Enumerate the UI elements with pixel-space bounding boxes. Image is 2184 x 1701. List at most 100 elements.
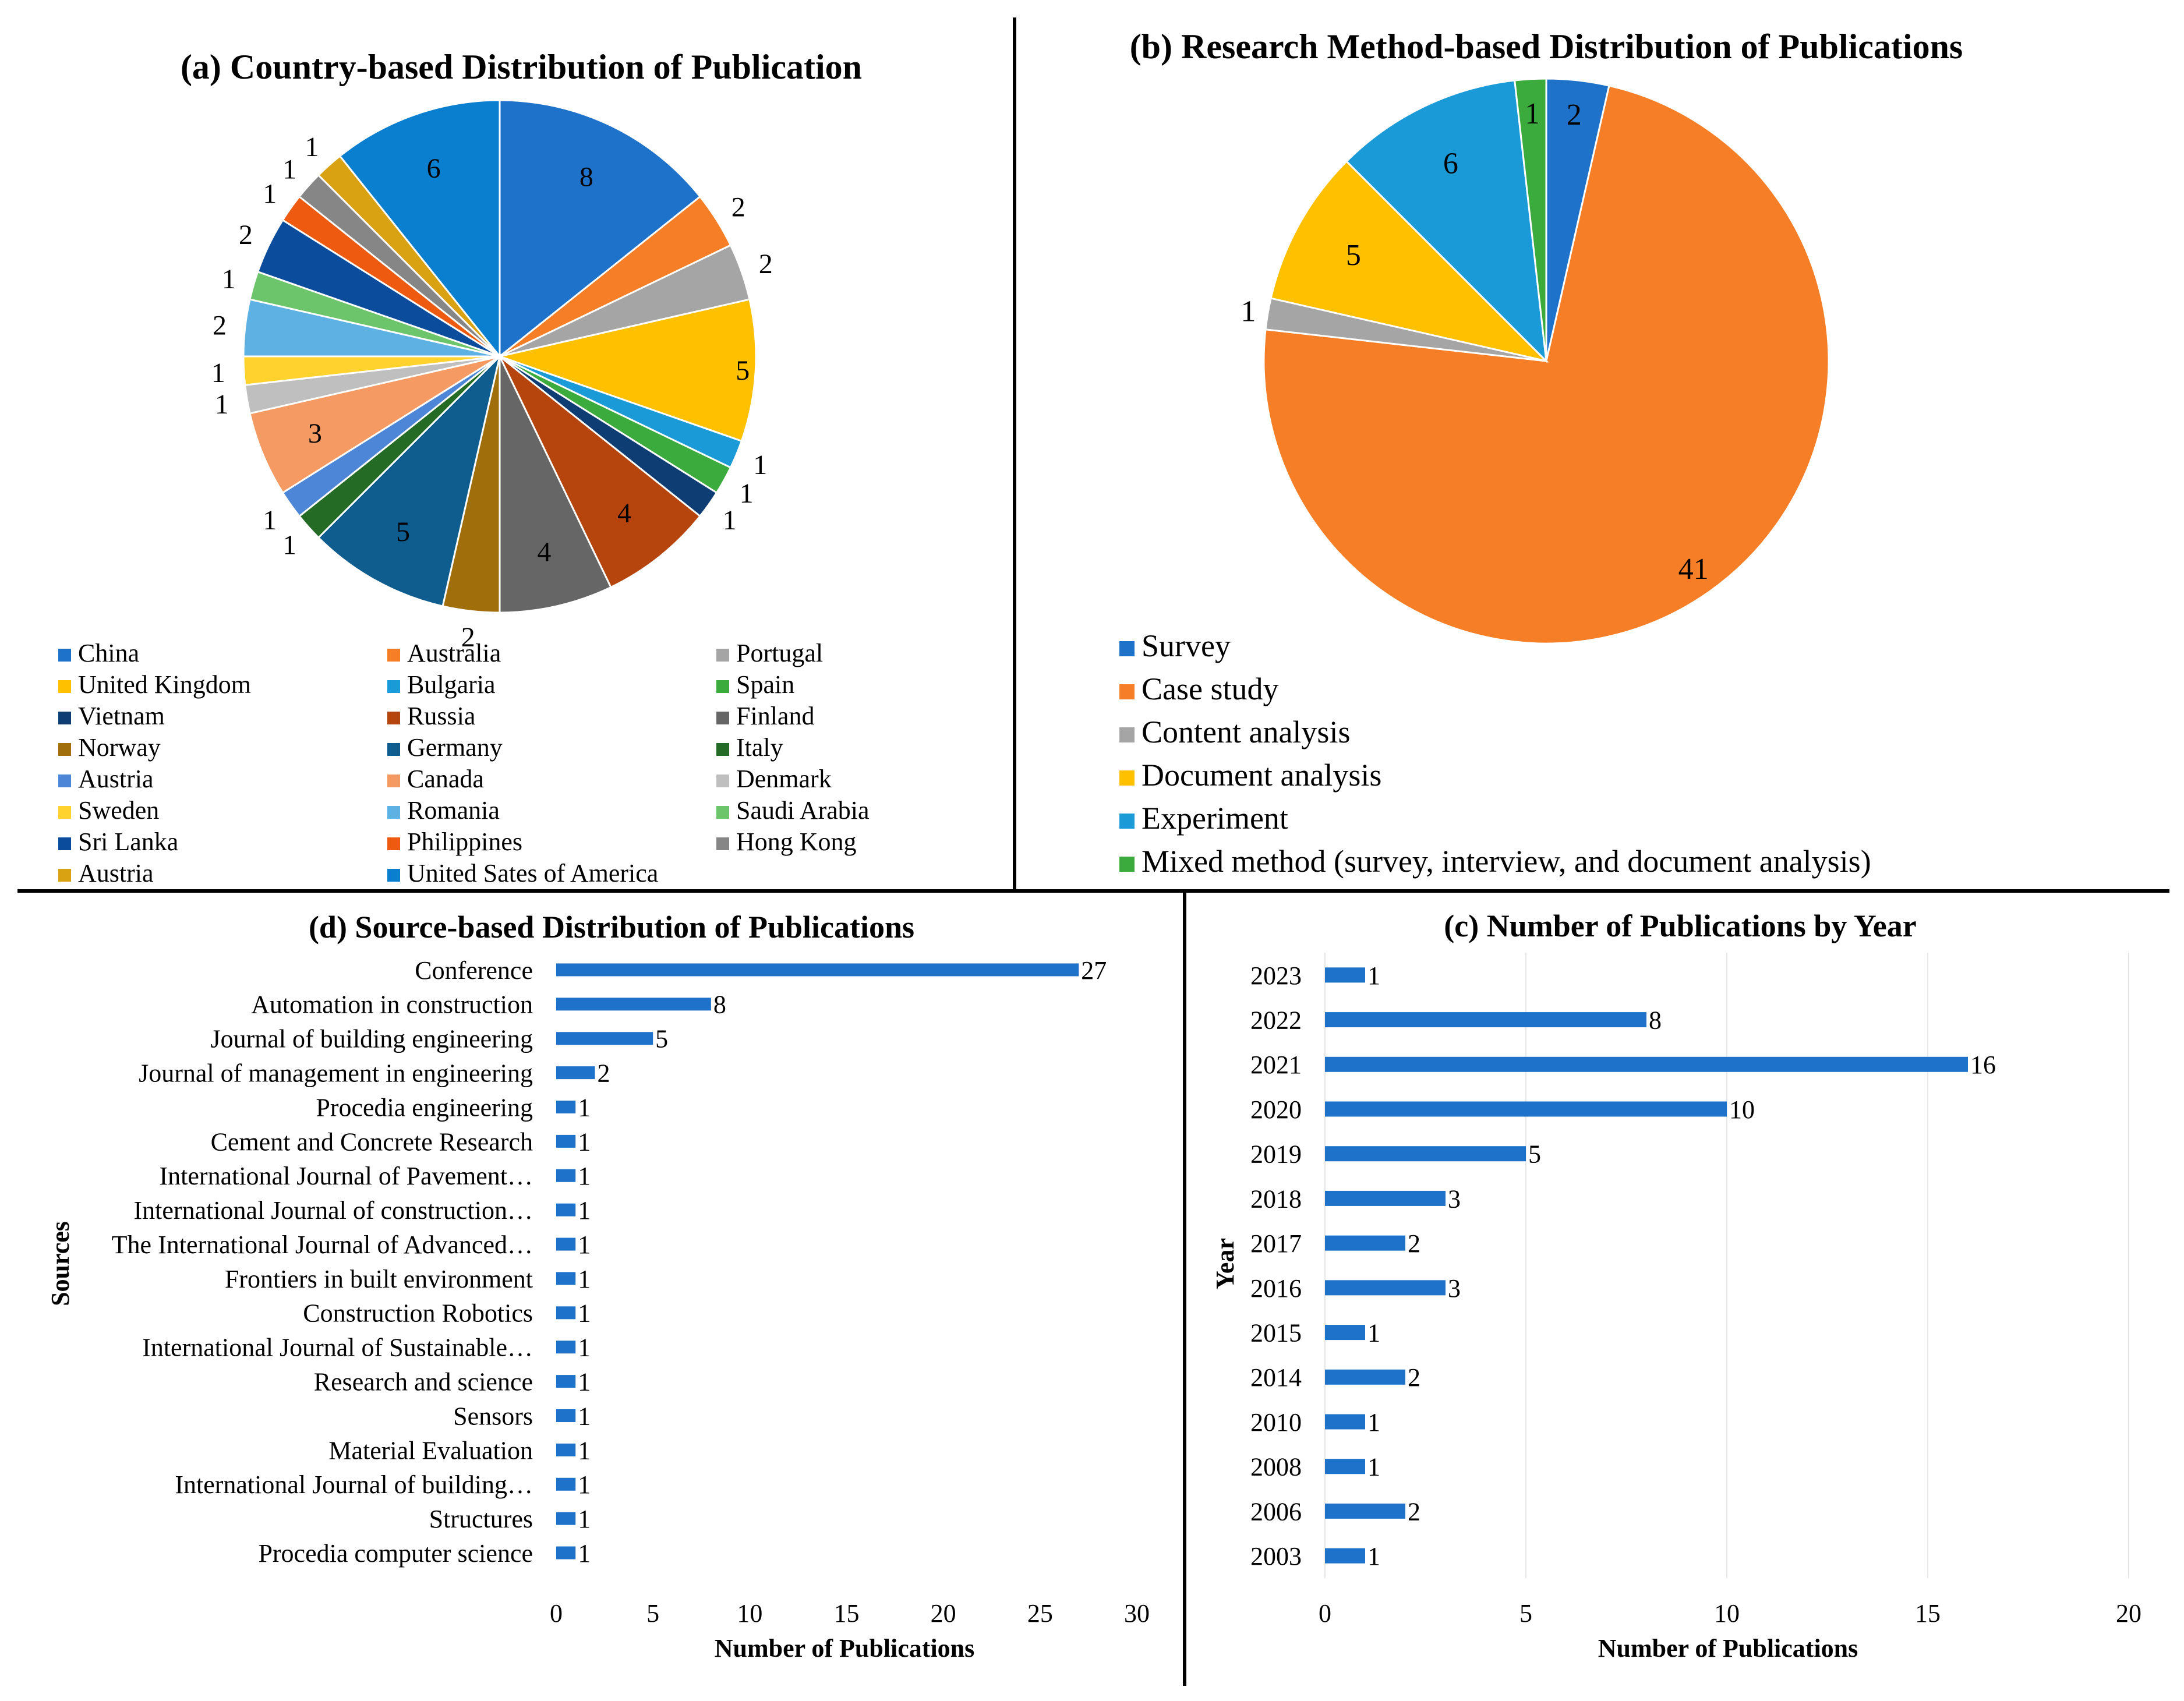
legend-item: Spain [716, 670, 794, 699]
pie-a-data-label: 1 [305, 132, 319, 162]
x-axis-label-c: Number of Publications [1598, 1634, 1858, 1663]
legend-swatch [716, 649, 729, 662]
pie-b-data-labels: 2 41 1 5 6 1 [1241, 97, 1708, 586]
legend-item: Canada [387, 765, 484, 793]
legend-swatch [716, 837, 729, 850]
pie-b-data-label: 1 [1241, 295, 1256, 328]
x-tick-label: 0 [1319, 1599, 1331, 1628]
legend-swatch [58, 775, 71, 787]
bar-c-7 [1325, 1280, 1446, 1296]
category-label: 2021 [1250, 1051, 1302, 1079]
legend-item: Hong Kong [716, 827, 857, 856]
pie-a-data-label: 3 [308, 418, 322, 449]
pie-a-data-label: 2 [239, 220, 253, 250]
bar-value-label: 1 [1367, 961, 1380, 990]
bar-d-17 [556, 1546, 576, 1559]
pie-chart-b [1263, 77, 1830, 645]
x-tick-label: 0 [550, 1599, 563, 1628]
x-tick-label: 10 [737, 1599, 762, 1628]
bar-d-12 [556, 1375, 576, 1388]
legend-label: Vietnam [78, 702, 165, 730]
x-tick-label: 15 [834, 1599, 860, 1628]
pie-b-slice-1 [1263, 84, 1830, 645]
legend-b: Survey Case study Content analysis Document… [1119, 628, 1871, 879]
bar-d-10 [556, 1306, 576, 1320]
pie-b-data-label: 41 [1678, 553, 1709, 586]
legend-item: Saudi Arabia [716, 796, 870, 825]
pie-a-slice-10 [317, 353, 501, 607]
category-label: Journal of building engineering [210, 1025, 533, 1053]
legend-swatch [387, 806, 400, 819]
pie-a-data-label: 4 [617, 498, 631, 529]
legend-swatch [387, 743, 400, 756]
legend-label: Survey [1142, 628, 1231, 663]
bar-value-label: 1 [578, 1402, 591, 1430]
pie-a-data-label: 2 [461, 622, 475, 653]
category-label: International Journal of building… [175, 1470, 533, 1499]
category-label: 2022 [1250, 1006, 1302, 1034]
legend-swatch [387, 869, 400, 882]
bar-d-6 [556, 1169, 576, 1182]
pie-b-data-label: 2 [1567, 98, 1582, 132]
category-label: 2020 [1250, 1095, 1302, 1124]
bar-value-label: 1 [578, 1196, 591, 1225]
bar-d-16 [556, 1512, 576, 1525]
pie-chart-a [242, 99, 757, 614]
legend-label: Denmark [736, 765, 832, 793]
pie-a-data-label: 1 [740, 478, 754, 509]
legend-label: Portugal [736, 639, 823, 667]
legend-item: Norway [58, 733, 161, 762]
bar-value-label: 2 [1408, 1229, 1420, 1258]
legend-swatch [387, 649, 400, 662]
category-label: International Journal of Pavement… [160, 1162, 533, 1190]
pie-a-slice-3 [496, 298, 757, 443]
y-axis-label-c: Year [1211, 1238, 1239, 1289]
category-label: 2019 [1250, 1140, 1302, 1169]
legend-swatch [716, 806, 729, 819]
legend-item: Experiment [1119, 801, 1288, 836]
legend-label: China [78, 639, 139, 667]
legend-item: Denmark [716, 765, 832, 793]
category-label: International Journal of construction… [134, 1196, 533, 1225]
legend-label: Australia [407, 639, 501, 667]
bar-value-label: 27 [1081, 956, 1107, 985]
y-axis-label-d: Sources [46, 1221, 75, 1306]
chart-title-c: (c) Number of Publications by Year [1444, 908, 1916, 943]
legend-swatch [387, 775, 400, 787]
legend-label: United Sates of America [407, 859, 658, 887]
category-label: Material Evaluation [328, 1436, 533, 1465]
legend-swatch [58, 712, 71, 724]
legend-item: Sri Lanka [58, 827, 178, 856]
x-tick-label: 25 [1027, 1599, 1053, 1628]
legend-swatch [716, 743, 729, 756]
bar-value-label: 1 [1367, 1408, 1380, 1437]
legend-item: Romania [387, 796, 500, 825]
pie-a-data-label: 2 [213, 310, 227, 341]
legend-item: Bulgaria [387, 670, 496, 699]
panel-d: (d) Source-based Distribution of Publica… [46, 910, 1150, 1663]
category-label: 2006 [1250, 1497, 1302, 1526]
bar-value-label: 16 [1970, 1051, 1996, 1079]
legend-item: Case study [1119, 671, 1279, 706]
pie-a-data-label: 1 [215, 389, 229, 420]
legend-label: Hong Kong [736, 827, 857, 856]
legend-label: Mixed method (survey, interview, and doc… [1142, 844, 1871, 879]
legend-swatch [1119, 857, 1135, 872]
bar-value-label: 10 [1729, 1095, 1755, 1124]
x-tick-label: 5 [1519, 1599, 1532, 1628]
bar-value-label: 1 [578, 1230, 591, 1259]
bar-value-label: 1 [578, 1470, 591, 1499]
legend-swatch [58, 743, 71, 756]
bar-value-label: 1 [578, 1436, 591, 1465]
pie-a-data-label: 5 [736, 355, 750, 386]
legend-swatch [387, 680, 400, 693]
legend-swatch [716, 775, 729, 787]
legend-item: United Sates of America [387, 859, 658, 887]
pie-b-data-label: 6 [1443, 147, 1458, 180]
bar-value-label: 3 [1448, 1274, 1461, 1303]
pie-b-slice-4 [1345, 79, 1547, 364]
legend-label: Bulgaria [407, 670, 496, 699]
bar-d-15 [556, 1477, 576, 1491]
bar-d-14 [556, 1443, 576, 1456]
legend-label: Document analysis [1142, 758, 1381, 793]
